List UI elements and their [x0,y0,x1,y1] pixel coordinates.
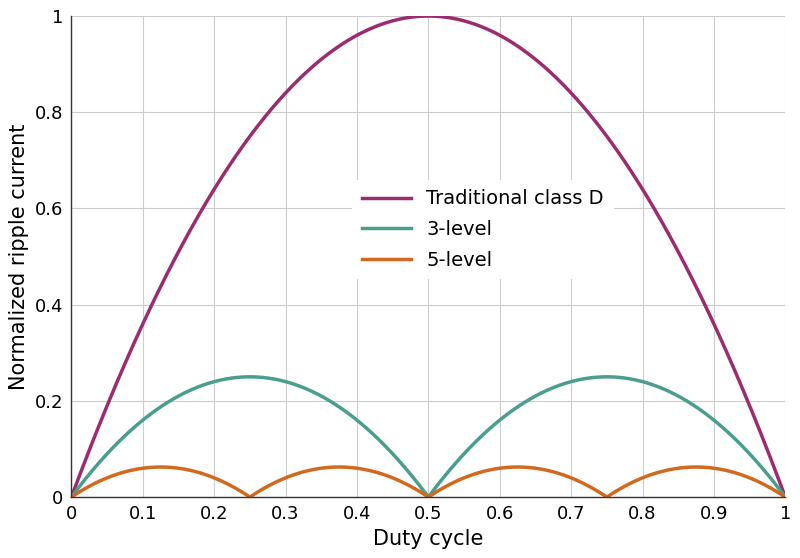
5-level [654,469,663,476]
Line: Traditional class D: Traditional class D [71,16,786,497]
Line: 5-level: 5-level [71,467,786,497]
5-level [156,464,166,470]
3-level [495,417,505,424]
3-level [531,392,541,399]
X-axis label: Duty cycle: Duty cycle [373,529,483,549]
Traditional class D [196,208,206,214]
Traditional class D [495,32,505,39]
3-level [66,494,76,501]
Traditional class D [339,40,349,46]
5-level [495,465,505,472]
Traditional class D [66,494,76,501]
Traditional class D [423,13,433,20]
5-level [531,465,541,472]
Traditional class D [781,494,790,501]
3-level [599,373,609,380]
Traditional class D [531,56,541,63]
5-level [66,494,76,501]
3-level [654,383,663,390]
Legend: Traditional class D, 3-level, 5-level: Traditional class D, 3-level, 5-level [353,180,614,280]
5-level [781,494,790,501]
5-level [599,492,609,499]
3-level [245,373,254,380]
3-level [196,382,206,389]
Traditional class D [654,213,663,219]
Traditional class D [599,129,609,136]
3-level [339,407,349,414]
3-level [781,494,790,501]
5-level [339,464,349,470]
5-level [197,470,206,477]
Y-axis label: Normalized ripple current: Normalized ripple current [9,123,29,389]
Line: 3-level: 3-level [71,377,786,497]
